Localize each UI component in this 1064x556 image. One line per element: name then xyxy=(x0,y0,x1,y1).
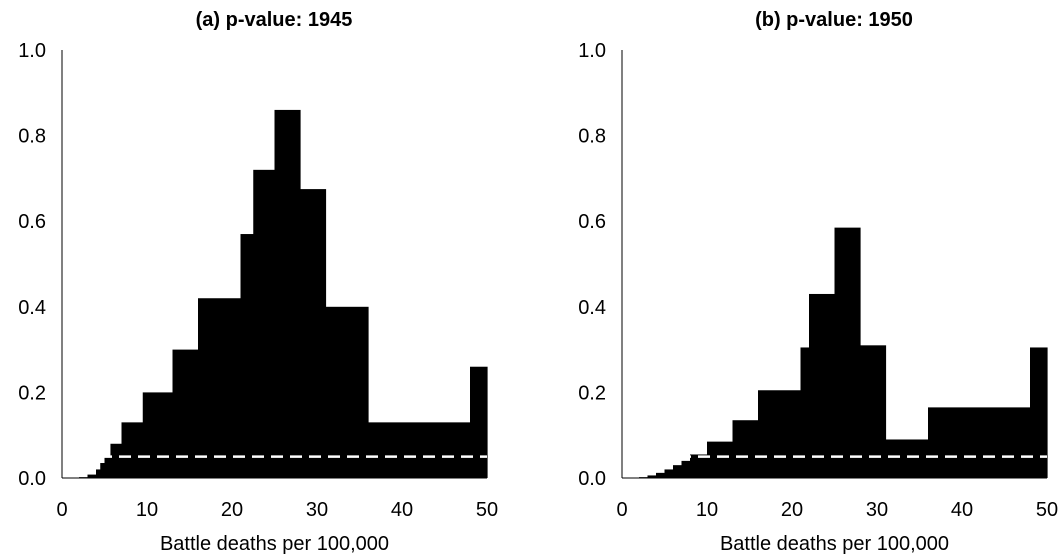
bar xyxy=(368,422,471,478)
y-tick-label: 0.8 xyxy=(578,126,606,148)
bar xyxy=(142,392,174,478)
bar xyxy=(198,298,242,478)
bar xyxy=(253,169,276,478)
y-tick-label: 0.4 xyxy=(18,297,46,319)
bar xyxy=(274,109,301,479)
bar xyxy=(300,189,327,478)
chart-title: (b) p-value: 1950 xyxy=(755,9,913,31)
bar xyxy=(885,439,929,478)
x-tick-label: 30 xyxy=(866,499,888,521)
y-tick-label: 0.2 xyxy=(578,382,606,404)
x-tick-label: 20 xyxy=(221,499,243,521)
panel-2: 0.0 0.2 0.4 0.6 0.8 1.0 0 10 20 30 40 50 Battle deat… xyxy=(578,9,1058,555)
x-tick-label: 10 xyxy=(136,499,158,521)
x-axis-label: Battle deaths per 100,000 xyxy=(160,533,389,555)
bar xyxy=(860,345,887,478)
bar xyxy=(240,234,254,478)
bar xyxy=(121,422,144,478)
y-tick-label: 0.6 xyxy=(578,211,606,233)
y-tick-label: 1.0 xyxy=(578,40,606,62)
bar xyxy=(681,460,691,478)
bar xyxy=(100,463,106,478)
x-tick-label: 0 xyxy=(56,499,67,521)
y-tick-label: 0.6 xyxy=(18,211,46,233)
bar xyxy=(87,474,97,478)
y-tick-label: 1.0 xyxy=(18,40,46,62)
x-tick-label: 0 xyxy=(616,499,627,521)
y-tick-label: 0.0 xyxy=(18,468,46,490)
panel-1: 0.0 0.2 0.4 0.6 0.8 1.0 0 10 20 30 40 50 Battle deat… xyxy=(18,9,498,555)
bar xyxy=(110,443,123,478)
x-tick-label: 50 xyxy=(1036,499,1058,521)
bar xyxy=(690,454,708,478)
bar xyxy=(470,366,488,478)
y-tick-label: 0.4 xyxy=(578,297,606,319)
bar xyxy=(834,227,861,478)
x-axis-label: Battle deaths per 100,000 xyxy=(720,533,949,555)
x-tick-label: 40 xyxy=(951,499,973,521)
bar xyxy=(732,420,759,478)
x-tick-label: 30 xyxy=(306,499,328,521)
x-tick-label: 10 xyxy=(696,499,718,521)
bar xyxy=(656,472,666,478)
bar xyxy=(96,469,101,478)
chart-title: (a) p-value: 1945 xyxy=(196,9,353,31)
x-tick-label: 50 xyxy=(476,499,498,521)
bar xyxy=(707,441,734,478)
bar xyxy=(647,475,657,478)
x-tick-label: 40 xyxy=(391,499,413,521)
bar xyxy=(104,456,112,478)
x-tick-label: 20 xyxy=(781,499,803,521)
bar xyxy=(809,293,836,478)
bar xyxy=(673,465,683,478)
bar xyxy=(928,407,1031,478)
y-tick-label: 0.2 xyxy=(18,382,46,404)
bar xyxy=(800,347,810,478)
bar xyxy=(1030,347,1048,478)
bar xyxy=(664,469,674,478)
bar xyxy=(325,306,369,478)
y-tick-label: 0.0 xyxy=(578,468,606,490)
bar xyxy=(758,390,802,478)
y-tick-label: 0.8 xyxy=(18,126,46,148)
bar xyxy=(172,349,199,478)
